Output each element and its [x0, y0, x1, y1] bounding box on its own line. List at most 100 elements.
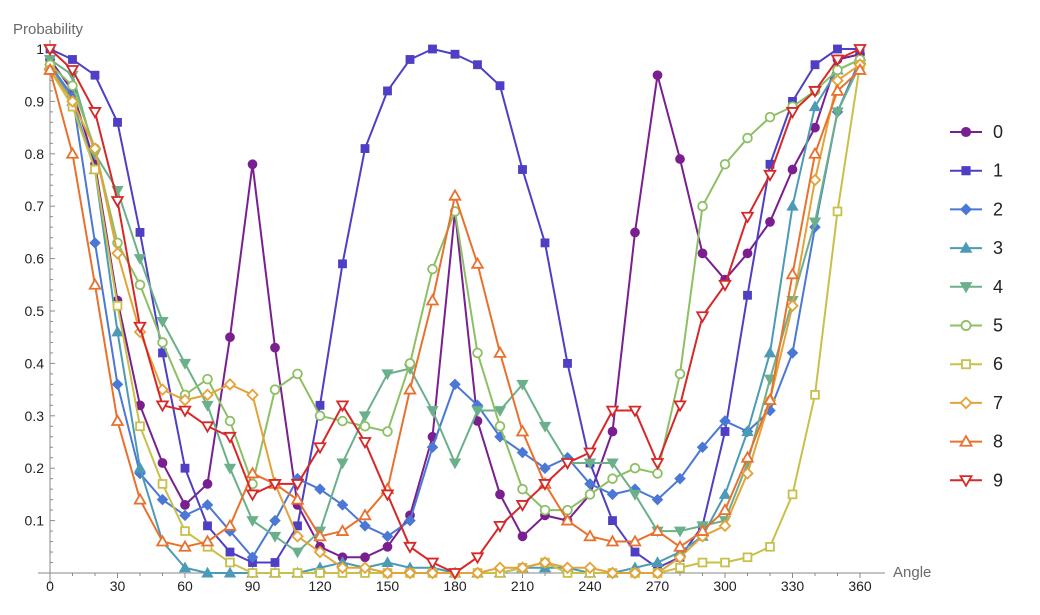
data-point [561, 561, 574, 575]
data-point [787, 489, 798, 500]
data-point [515, 424, 530, 437]
data-point [830, 83, 845, 96]
data-point [606, 458, 619, 470]
data-point [628, 405, 642, 418]
data-point [584, 489, 596, 500]
x-tick-label: 120 [308, 578, 332, 594]
data-point [247, 568, 258, 578]
data-point [157, 458, 168, 468]
data-point [224, 415, 236, 427]
data-point [403, 541, 417, 554]
data-point [202, 479, 213, 489]
data-point [674, 472, 686, 485]
data-point [110, 196, 125, 209]
data-point [516, 561, 529, 575]
legend-label: 4 [993, 277, 1003, 297]
legend-marker [961, 166, 971, 176]
data-point [111, 325, 124, 337]
y-tick-label: 0.8 [25, 146, 45, 162]
data-point [381, 530, 394, 543]
data-point [471, 406, 484, 417]
data-point [360, 552, 370, 563]
data-point [314, 483, 326, 495]
data-point [808, 173, 822, 187]
data-point [651, 493, 664, 506]
data-point [178, 539, 192, 552]
data-point [583, 529, 597, 542]
legend-item: 5 [950, 316, 1003, 336]
series-line [49, 48, 860, 569]
data-point [584, 478, 596, 490]
data-point [269, 514, 281, 527]
legend-marker [958, 434, 974, 447]
data-point [720, 557, 730, 568]
data-point [473, 60, 482, 70]
data-point [313, 545, 327, 559]
data-point [178, 358, 192, 370]
data-point [358, 508, 372, 521]
data-point [583, 447, 597, 460]
data-point [425, 557, 440, 570]
data-point [448, 188, 462, 201]
data-point [382, 426, 393, 437]
y-tick-label: 0.7 [25, 198, 45, 214]
data-point [786, 299, 799, 313]
legend-label: 0 [993, 122, 1003, 142]
data-point [336, 499, 349, 511]
data-point [765, 217, 775, 227]
data-point [630, 547, 640, 557]
data-point [673, 539, 687, 552]
data-point [268, 479, 282, 492]
data-point [223, 566, 237, 578]
data-point [360, 144, 370, 153]
data-point [225, 332, 235, 343]
data-point [202, 373, 213, 385]
data-point [133, 461, 147, 473]
data-point [403, 566, 417, 580]
data-point [764, 111, 776, 123]
data-point [650, 523, 665, 536]
data-point [428, 44, 437, 54]
data-point [471, 566, 484, 580]
data-point [404, 358, 416, 369]
data-point [448, 458, 462, 470]
data-point [493, 520, 507, 533]
data-point [88, 107, 102, 119]
data-point [652, 468, 663, 479]
y-tick-label: 0.9 [25, 93, 45, 109]
data-point [853, 44, 867, 57]
legend-item: 4 [950, 277, 1003, 297]
data-point [179, 509, 191, 522]
data-point [605, 534, 620, 547]
data-point [201, 566, 214, 578]
data-point [808, 86, 822, 99]
data-point [155, 534, 170, 547]
data-point [134, 279, 146, 291]
data-point [493, 345, 507, 358]
data-point [223, 378, 237, 391]
data-point [786, 199, 799, 211]
data-point [516, 379, 529, 391]
data-point [426, 566, 439, 580]
data-point [201, 400, 214, 412]
data-point [763, 346, 777, 358]
data-point [674, 368, 686, 380]
legend-label: 8 [993, 432, 1003, 452]
legend-item: 1 [950, 161, 1003, 181]
data-point [607, 473, 618, 484]
data-point [155, 400, 170, 413]
data-point [808, 217, 822, 229]
x-axis-title: Angle [893, 564, 931, 581]
y-tick-label: 0.3 [25, 408, 45, 424]
data-point [742, 248, 753, 259]
data-point [291, 529, 304, 543]
legend-label: 9 [993, 470, 1003, 490]
data-point [180, 500, 190, 510]
data-point [606, 566, 619, 580]
data-point [66, 95, 79, 108]
data-point [808, 100, 822, 112]
data-point [718, 519, 732, 533]
series-1 [45, 44, 865, 573]
data-point [337, 415, 348, 427]
y-tick-label: 0.6 [25, 251, 45, 267]
